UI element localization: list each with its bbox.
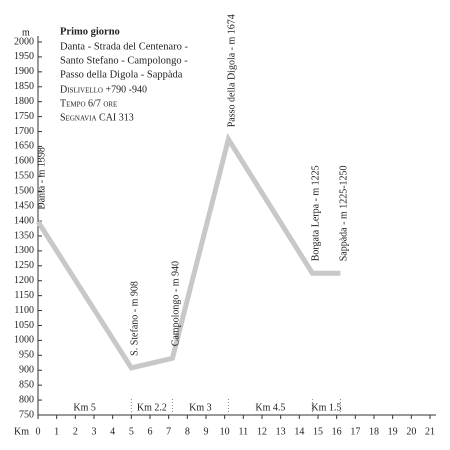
point-label: Campolongo - m 940 [171,261,182,346]
point-label: Danta - m 1398 [36,147,47,210]
y-tick-label: 1450 [14,200,34,211]
y-tick-label: 1950 [14,51,34,62]
y-tick-label: 850 [19,379,34,390]
y-tick-label: 1700 [14,126,34,137]
y-tick-label: 1850 [14,81,34,92]
x-tick-label: 10 [220,426,230,437]
point-label: S. Stefano - m 908 [130,281,141,356]
point-label: Passo della Digola - m 1674 [227,14,238,127]
y-tick-label: 900 [19,365,34,376]
segment-label: Km 1.5 [311,402,341,413]
x-tick-label: 7 [166,426,171,437]
y-tick-label: 1900 [14,66,34,77]
info-title: Primo giorno [60,26,120,37]
x-tick-label: 4 [110,426,115,437]
x-tick-label: 2 [73,426,78,437]
x-tick-label: 12 [257,426,267,437]
profile-line [35,133,341,371]
x-tick-label: 6 [148,426,153,437]
segment-label: Km 3 [189,402,212,413]
y-tick-label: 1050 [14,320,34,331]
x-tick-label: 17 [350,426,360,437]
y-tick-label: 1250 [14,260,34,271]
y-tick-label: 1000 [14,335,34,346]
y-tick-label: 1400 [14,215,34,226]
y-axis-label: m [22,27,30,38]
y-tick-label: 1600 [14,156,34,167]
x-tick-label: 13 [276,426,286,437]
x-tick-label: 9 [204,426,209,437]
x-tick-label: 21 [425,426,435,437]
segment-label: Km 2.2 [137,402,167,413]
x-tick-label: 18 [369,426,379,437]
y-tick-label: 1350 [14,230,34,241]
info-route: Passo della Digola - Sappàda [60,69,183,80]
y-tick-label: 1500 [14,185,34,196]
x-axis-label: Km [14,426,29,437]
x-tick-label: 1 [54,426,59,437]
info-route: Santo Stefano - Campolongo - [60,55,188,66]
x-tick-label: 14 [294,426,304,437]
point-label: Sappàda - m 1225-1250 [339,165,350,261]
x-tick-label: 11 [239,426,249,437]
info-detail: Tempo 6/7 ore [60,98,117,109]
y-tick-label: 1300 [14,245,34,256]
info-route: Danta - Strada del Centenaro - [60,41,188,52]
x-tick-label: 20 [406,426,416,437]
x-tick-label: 19 [388,426,398,437]
x-tick-label: 5 [129,426,134,437]
x-tick-label: 8 [185,426,190,437]
y-tick-label: 750 [19,409,34,420]
y-tick-label: 1100 [14,305,34,316]
segment-label: Km 5 [73,402,96,413]
y-tick-label: 1200 [14,275,34,286]
y-tick-label: 1800 [14,96,34,107]
x-tick-label: 16 [332,426,342,437]
info-detail: Segnavia CAI 313 [60,112,134,123]
y-tick-label: 950 [19,350,34,361]
y-tick-label: 1550 [14,171,34,182]
y-tick-label: 2000 [14,36,34,47]
y-tick-label: 1750 [14,111,34,122]
info-detail: Dislivello +790 -940 [60,84,147,95]
y-tick-label: 1150 [14,290,34,301]
point-label: Borgata Lerpa - m 1225 [311,165,322,261]
x-tick-label: 3 [92,426,97,437]
x-tick-label: 15 [313,426,323,437]
y-tick-label: 1650 [14,141,34,152]
x-tick-label: 0 [36,426,41,437]
y-tick-label: 800 [19,394,34,405]
segment-label: Km 4.5 [255,402,285,413]
